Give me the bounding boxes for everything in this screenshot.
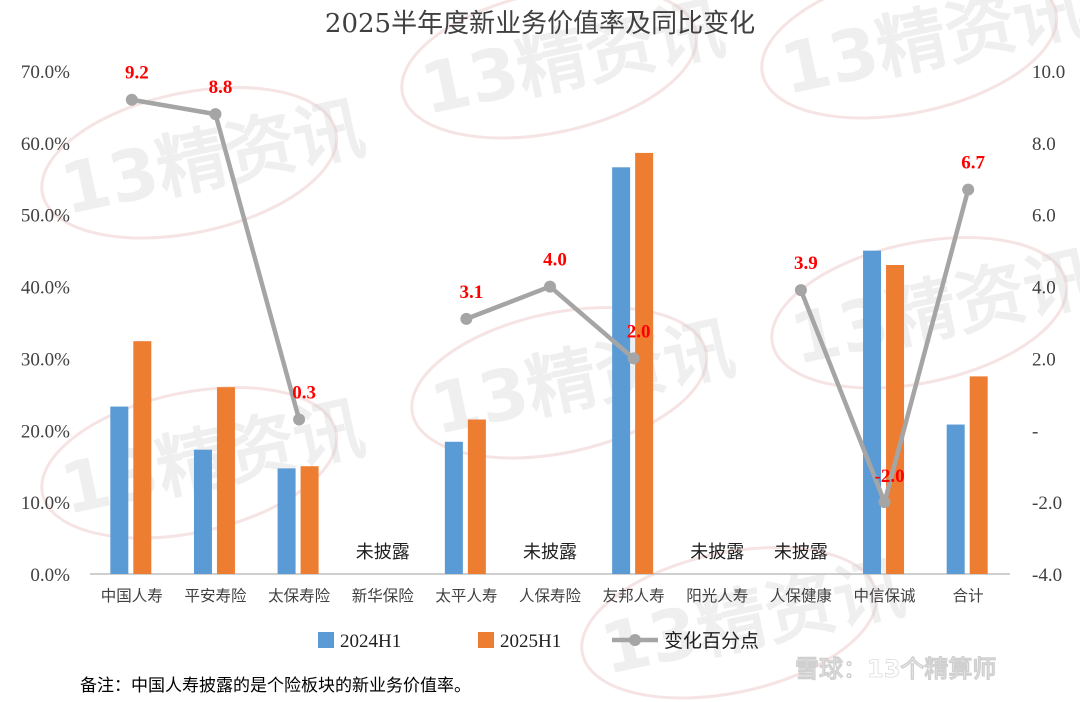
y-left-tick-label: 50.0%	[21, 206, 70, 227]
snowball-logo-icon	[756, 656, 789, 680]
change-data-label: 6.7	[961, 153, 985, 174]
bar-2025H1-平安寿险	[216, 387, 235, 574]
bar-2025H1-合计	[969, 376, 988, 574]
y-right-tick-label: 4.0	[1032, 278, 1056, 299]
change-data-label: 3.9	[794, 253, 818, 274]
y-left-tick-label: 20.0%	[21, 421, 70, 442]
x-tick-label: 合计	[953, 587, 984, 605]
undisclosed-label: 未披露	[690, 542, 744, 563]
bar-2024H1-太平人寿	[444, 441, 463, 574]
y-left-tick-label: 0.0%	[30, 565, 70, 586]
change-data-label: 2.0	[627, 321, 651, 342]
y-right-tick-label: -2.0	[1032, 493, 1062, 514]
watermark-stamp: 13精资讯	[40, 86, 372, 240]
change-data-label: 9.2	[125, 63, 149, 84]
x-tick-label: 中国人寿	[101, 587, 163, 605]
y-right-tick-label: 10.0	[1032, 62, 1065, 83]
bar-2025H1-中国人寿	[133, 341, 152, 574]
data-labels: 9.2 8.8 0.3 3.1 4.0 2.0 3.9 -2.0 6.7 未披露 未披露 未披露 未披露	[125, 63, 986, 563]
x-tick-label: 新华保险	[352, 587, 415, 605]
bar-2024H1-合计	[946, 424, 965, 574]
x-tick-label: 友邦人寿	[603, 587, 665, 605]
undisclosed-label: 未披露	[356, 542, 410, 563]
legend-swatch	[478, 632, 494, 648]
brand-mark: 雪球：13个精算师	[756, 655, 997, 683]
y-right-tick-label: -4.0	[1032, 565, 1062, 586]
change-point-太保寿险	[293, 413, 306, 426]
change-point-平安寿险	[209, 108, 222, 121]
bar-2025H1-太平人寿	[467, 419, 486, 574]
change-point-友邦人寿	[627, 352, 640, 365]
legend-label: 2024H1	[340, 631, 401, 652]
change-point-人保健康	[794, 284, 807, 297]
y-right-tick-label: 2.0	[1032, 349, 1056, 370]
y-right-tick-label: 8.0	[1032, 134, 1056, 155]
y-left-tick-label: 70.0%	[21, 62, 70, 83]
change-data-label: 0.3	[292, 383, 316, 404]
change-data-label: 3.1	[459, 282, 483, 303]
change-point-合计	[962, 183, 975, 196]
change-point-中信保诚	[878, 496, 891, 509]
bar-2024H1-友邦人寿	[612, 167, 631, 574]
legend-label: 变化百分点	[664, 630, 759, 652]
y-left-tick-label: 30.0%	[21, 349, 70, 370]
change-data-label: 8.8	[209, 77, 233, 98]
y-left-tick-label: 10.0%	[21, 493, 70, 514]
chart-title: 2025半年度新业务价值率及同比变化	[325, 9, 755, 39]
change-line	[125, 93, 975, 509]
watermark-stamp: 13精资讯	[760, 0, 1080, 120]
y-right-tick-label: -	[1032, 421, 1038, 442]
change-point-人保寿险	[544, 280, 556, 293]
y-right-tick-label: 6.0	[1032, 206, 1056, 227]
bar-2025H1-中信保诚	[886, 265, 905, 574]
legend-marker	[629, 634, 641, 646]
bar-2024H1-太保寿险	[277, 468, 296, 574]
legend: 2024H1 2025H1 变化百分点	[318, 630, 759, 652]
bar-2024H1-平安寿险	[193, 449, 212, 574]
y-left-tick-label: 40.0%	[21, 278, 70, 299]
bar-2025H1-友邦人寿	[635, 152, 654, 574]
x-tick-label: 平安寿险	[184, 587, 247, 605]
watermark-text: 13精资讯	[54, 87, 372, 231]
undisclosed-label: 未披露	[523, 542, 577, 563]
x-tick-label: 太保寿险	[268, 587, 331, 605]
footnote: 备注：中国人寿披露的是个险板块的新业务价值率。	[80, 676, 471, 696]
change-point-中国人寿	[125, 93, 138, 106]
undisclosed-label: 未披露	[774, 542, 828, 563]
legend-label: 2025H1	[500, 631, 561, 652]
y-left-tick-label: 60.0%	[21, 134, 70, 155]
watermark-text: 13精资讯	[774, 0, 1080, 111]
change-point-太平人寿	[460, 312, 473, 325]
watermark-text: 13精资讯	[54, 387, 372, 531]
legend-swatch	[318, 632, 334, 648]
change-data-label: 4.0	[543, 250, 567, 271]
x-tick-label: 阳光人寿	[686, 587, 748, 605]
brand-text: 雪球：13个精算师	[795, 655, 996, 683]
x-tick-label: 中信保诚	[854, 587, 916, 605]
x-tick-label: 人保寿险	[519, 587, 582, 605]
bar-2024H1-中国人寿	[110, 406, 129, 574]
x-tick-label: 人保健康	[770, 587, 832, 605]
change-data-label: -2.0	[875, 466, 905, 487]
x-tick-label: 太平人寿	[435, 587, 497, 605]
bar-2024H1-中信保诚	[863, 250, 882, 574]
bar-2025H1-太保寿险	[300, 466, 319, 574]
axes: 0.0% 10.0% 20.0% 30.0% 40.0% 50.0% 60.0% 70.0% -…	[21, 62, 1065, 605]
bars	[110, 152, 988, 574]
